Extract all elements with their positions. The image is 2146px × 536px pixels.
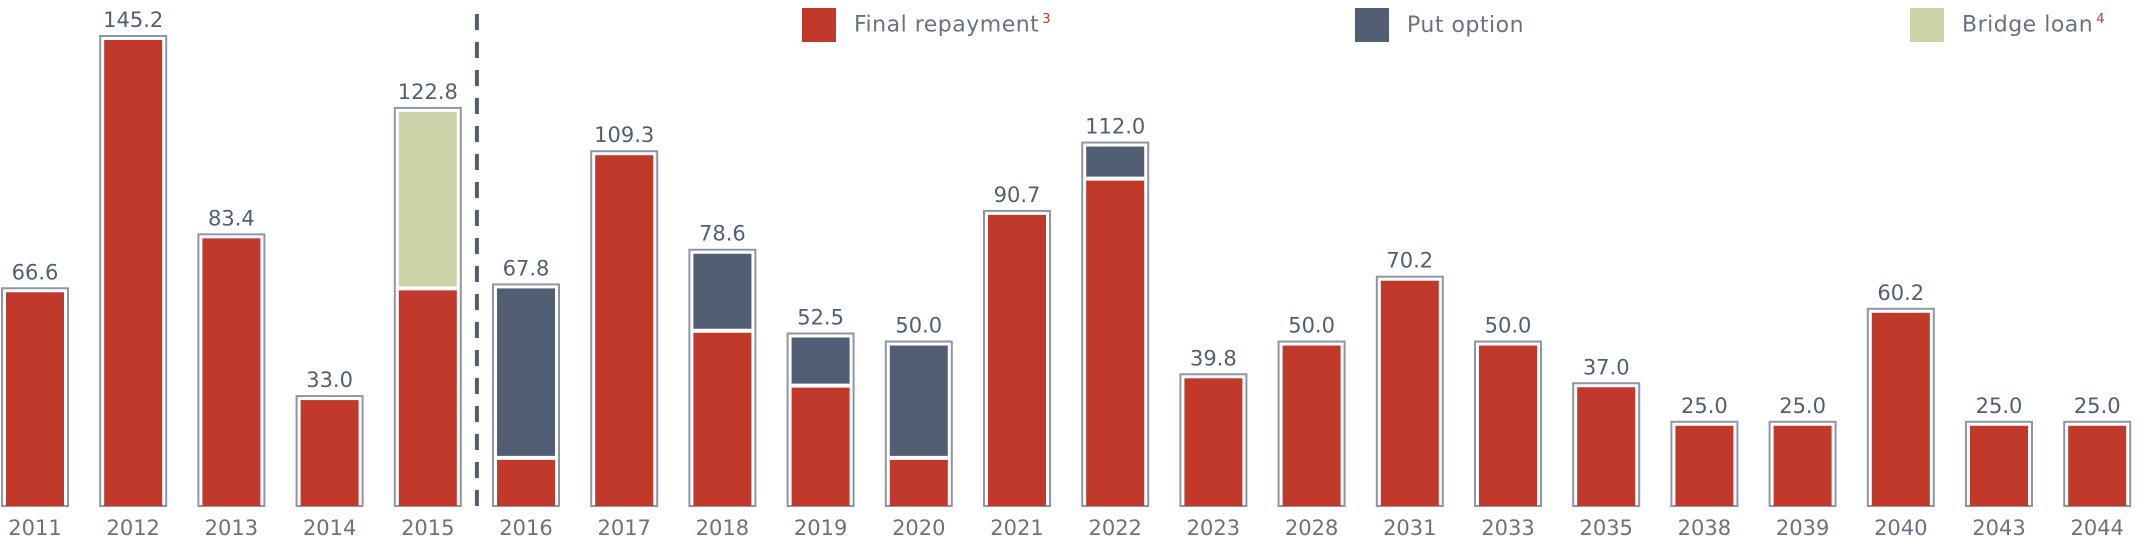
value-label-2014: 33.0 [306,368,353,392]
category-label-2039: 2039 [1776,516,1829,536]
bar-final-repayment-2019 [791,385,850,506]
bar-final-repayment-2017 [595,155,654,506]
bar-bridge-loan-2015 [398,111,457,289]
value-label-2044: 25.0 [2074,394,2121,418]
category-label-2017: 2017 [597,516,650,536]
value-label-2021: 90.7 [994,183,1041,207]
bar-final-repayment-2016 [497,457,555,506]
category-label-2028: 2028 [1285,516,1338,536]
legend-swatch-put-option [1355,8,1389,42]
legend-item-put-option: Put option [1355,8,1524,42]
category-label-2038: 2038 [1678,516,1731,536]
category-label-2015: 2015 [401,516,454,536]
category-label-2022: 2022 [1088,516,1141,536]
bar-final-repayment-2035 [1577,387,1636,506]
category-label-2043: 2043 [1972,516,2025,536]
category-label-2035: 2035 [1579,516,1632,536]
bar-final-repayment-2013 [202,238,261,506]
value-label-2012: 145.2 [103,8,163,32]
value-label-2039: 25.0 [1779,394,1826,418]
legend-swatch-bridge-loan [1910,8,1944,42]
value-label-2031: 70.2 [1386,249,1433,273]
value-label-2013: 83.4 [208,206,255,230]
category-label-2040: 2040 [1874,516,1927,536]
bar-final-repayment-2031 [1380,280,1439,506]
legend: Final repayment 3 Put option Bridge loan 4 [0,8,2146,48]
bar-final-repayment-2020 [889,457,948,506]
value-label-2017: 109.3 [594,123,654,147]
category-label-2018: 2018 [696,516,749,536]
bar-final-repayment-2011 [6,292,64,506]
bar-put-option-2022 [1086,146,1145,179]
value-label-2043: 25.0 [1976,394,2023,418]
bar-final-repayment-2023 [1184,378,1243,506]
legend-label-put-option: Put option [1407,12,1525,38]
value-label-2040: 60.2 [1877,281,1924,305]
category-label-2016: 2016 [499,516,552,536]
category-label-2011: 2011 [8,516,61,536]
category-label-2013: 2013 [205,516,258,536]
value-label-2020: 50.0 [895,314,942,338]
category-label-2014: 2014 [303,516,356,536]
value-label-2011: 66.6 [12,260,59,284]
bar-final-repayment-2038 [1675,425,1734,506]
bar-put-option-2018 [693,253,752,331]
category-label-2012: 2012 [106,516,159,536]
value-label-2028: 50.0 [1288,314,1335,338]
value-label-2015: 122.8 [398,80,458,104]
bar-final-repayment-2014 [300,400,359,506]
category-label-2033: 2033 [1481,516,1534,536]
value-label-2035: 37.0 [1583,355,1630,379]
bar-put-option-2016 [497,288,555,458]
bar-final-repayment-2028 [1282,345,1341,506]
value-label-2033: 50.0 [1485,314,1532,338]
category-label-2023: 2023 [1187,516,1240,536]
category-label-2044: 2044 [2070,516,2123,536]
legend-item-final-repayment: Final repayment 3 [802,8,1051,42]
category-label-2019: 2019 [794,516,847,536]
value-label-2023: 39.8 [1190,346,1237,370]
value-label-2038: 25.0 [1681,394,1728,418]
value-label-2018: 78.6 [699,222,746,246]
legend-item-bridge-loan: Bridge loan 4 [1910,8,2105,42]
bar-final-repayment-2044 [2068,425,2127,506]
category-label-2020: 2020 [892,516,945,536]
value-label-2016: 67.8 [503,256,550,280]
bar-final-repayment-2039 [1773,425,1832,506]
bar-final-repayment-2033 [1479,345,1537,506]
value-label-2022: 112.0 [1085,115,1145,139]
bar-final-repayment-2021 [988,214,1046,506]
legend-label-bridge-loan: Bridge loan 4 [1962,12,2105,38]
category-label-2021: 2021 [990,516,1043,536]
legend-label-final-repayment: Final repayment 3 [854,12,1052,38]
category-label-2031: 2031 [1383,516,1436,536]
bar-final-repayment-2043 [1970,425,2028,506]
legend-swatch-final-repayment [802,8,836,42]
bar-final-repayment-2012 [104,40,163,506]
value-label-2019: 52.5 [797,306,844,330]
bar-final-repayment-2022 [1086,178,1145,506]
bar-final-repayment-2018 [693,330,752,506]
bar-put-option-2020 [889,345,948,458]
bar-final-repayment-2015 [398,288,457,506]
bar-put-option-2019 [791,337,850,386]
bar-final-repayment-2040 [1871,312,1930,506]
